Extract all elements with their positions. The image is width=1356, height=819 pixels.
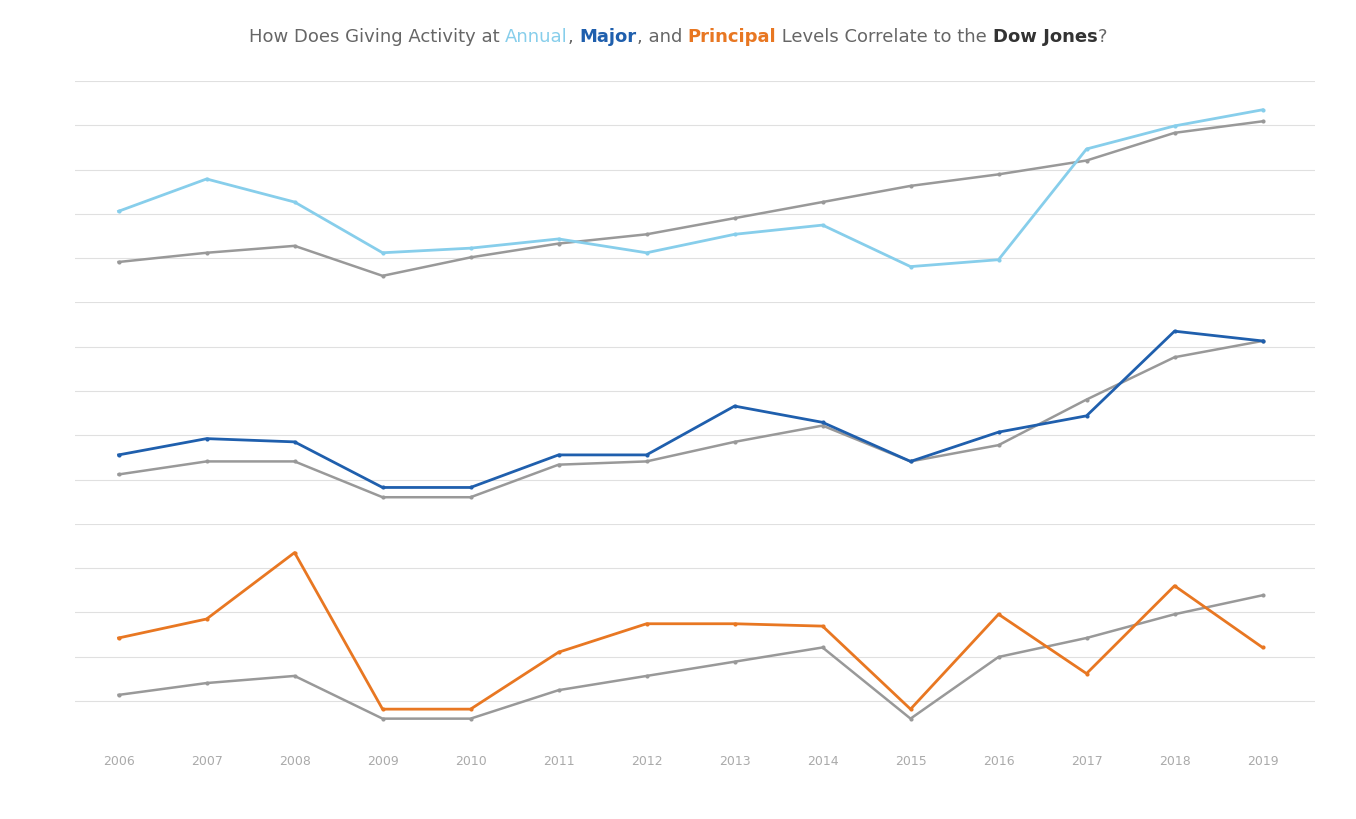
Text: Dow Jones: Dow Jones [993,28,1097,46]
Text: Major: Major [579,28,636,46]
Text: , and: , and [636,28,687,46]
Y-axis label: Principle: Principle [0,608,7,662]
Text: ,: , [568,28,579,46]
Text: Annual: Annual [506,28,568,46]
Y-axis label: Annual: Annual [0,171,7,214]
Text: Levels Correlate to the: Levels Correlate to the [777,28,993,46]
Text: ?: ? [1097,28,1106,46]
Text: How Does Giving Activity at: How Does Giving Activity at [250,28,506,46]
Y-axis label: Major: Major [0,396,7,431]
Text: Principal: Principal [687,28,777,46]
